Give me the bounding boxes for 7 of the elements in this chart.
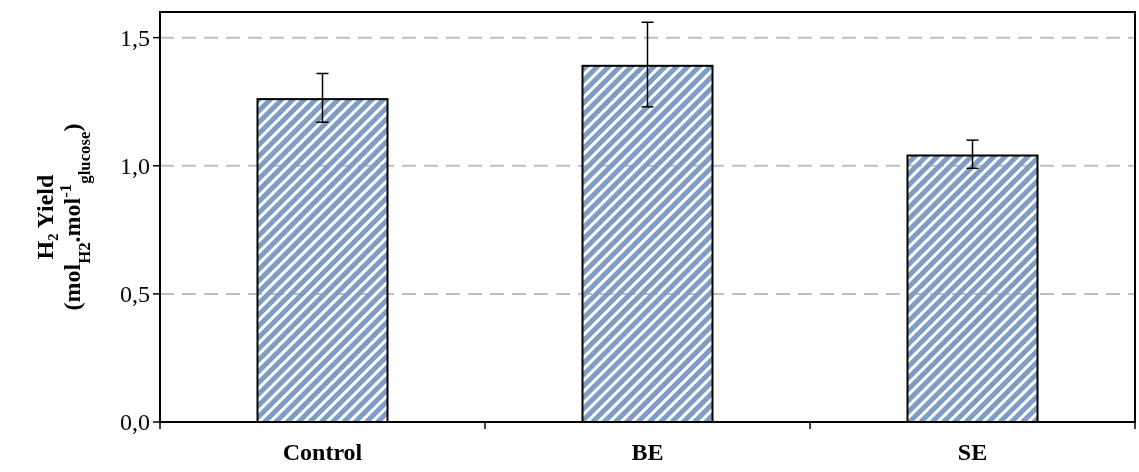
y-tick-label: 1,5 [120, 25, 150, 52]
y-tick-label: 0,0 [120, 409, 150, 436]
y-tick-label: 0,5 [120, 281, 150, 308]
x-tick-label: SE [957, 439, 988, 465]
x-tick-label: Control [282, 439, 363, 465]
x-tick-label: BE [631, 439, 664, 465]
y-tick-label: 1,0 [120, 153, 150, 180]
